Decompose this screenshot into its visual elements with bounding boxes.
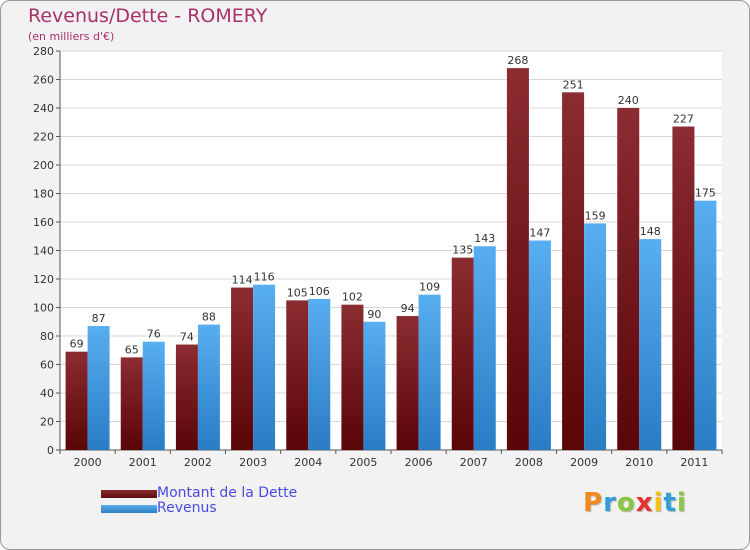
data-label: 251	[563, 78, 584, 91]
y-tick-label: 200	[33, 159, 54, 172]
data-label: 114	[232, 274, 253, 287]
bar-dette	[231, 287, 254, 450]
y-tick-label: 260	[33, 74, 54, 87]
data-label: 76	[147, 328, 161, 341]
x-tick-label: 2009	[570, 456, 598, 469]
logo-letter: o	[616, 488, 636, 518]
proxiti-logo: Proxiti	[583, 488, 687, 518]
x-tick-label: 2003	[239, 456, 267, 469]
logo-letter: P	[583, 488, 604, 518]
bar-dette	[396, 316, 419, 450]
logo-letter: i	[653, 488, 664, 518]
legend-label-revenus: Revenus	[157, 500, 217, 516]
bar-revenus	[584, 223, 607, 450]
y-tick-label: 0	[47, 444, 54, 457]
logo-letter: r	[603, 488, 617, 518]
y-tick-label: 280	[33, 45, 54, 58]
x-tick-label: 2010	[625, 456, 653, 469]
data-label: 143	[474, 232, 495, 245]
data-label: 240	[618, 94, 639, 107]
legend-swatch-dette	[101, 490, 157, 498]
data-label: 106	[309, 285, 330, 298]
bar-revenus	[528, 240, 551, 450]
y-tick-label: 140	[33, 245, 54, 258]
y-tick-label: 180	[33, 188, 54, 201]
y-tick-label: 100	[33, 302, 54, 315]
bar-dette	[562, 92, 585, 450]
data-label: 116	[254, 271, 275, 284]
x-tick-label: 2002	[184, 456, 212, 469]
x-tick-label: 2006	[405, 456, 433, 469]
bar-dette	[672, 126, 695, 451]
bar-revenus	[473, 246, 496, 450]
bar-revenus	[197, 324, 220, 450]
logo-letter: x	[635, 488, 654, 518]
data-label: 94	[401, 302, 415, 315]
data-label: 87	[92, 312, 106, 325]
y-tick-label: 220	[33, 131, 54, 144]
data-label: 135	[452, 244, 473, 257]
y-tick-label: 20	[40, 416, 54, 429]
bar-revenus	[308, 298, 331, 450]
x-tick-label: 2004	[294, 456, 322, 469]
chart-subtitle: (en milliers d'€)	[28, 30, 115, 43]
bar-dette	[341, 304, 364, 450]
data-label: 65	[125, 343, 139, 356]
data-label: 159	[585, 209, 606, 222]
x-tick-label: 2001	[129, 456, 157, 469]
x-tick-label: 2007	[460, 456, 488, 469]
data-label: 268	[507, 54, 528, 67]
legend-label-dette: Montant de la Dette	[157, 485, 298, 501]
data-label: 90	[367, 308, 381, 321]
bar-revenus	[87, 326, 110, 450]
x-tick-label: 2000	[74, 456, 102, 469]
data-label: 175	[695, 187, 716, 200]
bar-revenus	[253, 284, 276, 450]
data-label: 109	[419, 281, 440, 294]
data-label: 147	[529, 227, 550, 240]
data-label: 227	[673, 113, 694, 126]
bar-revenus	[694, 200, 717, 450]
data-label: 88	[202, 311, 216, 324]
y-tick-label: 60	[40, 359, 54, 372]
bar-dette	[451, 257, 474, 450]
data-label: 69	[70, 338, 84, 351]
data-label: 148	[640, 225, 661, 238]
y-tick-label: 40	[40, 387, 54, 400]
y-tick-label: 160	[33, 216, 54, 229]
logo-letter: t	[663, 488, 677, 518]
bar-dette	[506, 68, 529, 450]
data-label: 102	[342, 291, 363, 304]
data-label: 74	[180, 331, 194, 344]
y-tick-label: 120	[33, 273, 54, 286]
bar-dette	[617, 108, 640, 450]
bar-revenus	[418, 294, 441, 450]
legend-swatch-revenus	[101, 505, 157, 513]
bar-revenus	[363, 321, 386, 450]
bar-revenus	[639, 239, 662, 450]
x-tick-label: 2008	[515, 456, 543, 469]
x-tick-label: 2005	[349, 456, 377, 469]
bar-dette	[120, 357, 143, 450]
bar-dette	[65, 351, 88, 450]
data-label: 105	[287, 286, 308, 299]
bar-dette	[175, 344, 198, 450]
x-tick-label: 2011	[680, 456, 708, 469]
chart-title: Revenus/Dette - ROMERY	[28, 5, 268, 27]
bar-dette	[286, 300, 309, 450]
y-tick-label: 80	[40, 330, 54, 343]
y-tick-label: 240	[33, 102, 54, 115]
bar-revenus	[142, 341, 165, 450]
logo-letter: i	[676, 488, 687, 518]
